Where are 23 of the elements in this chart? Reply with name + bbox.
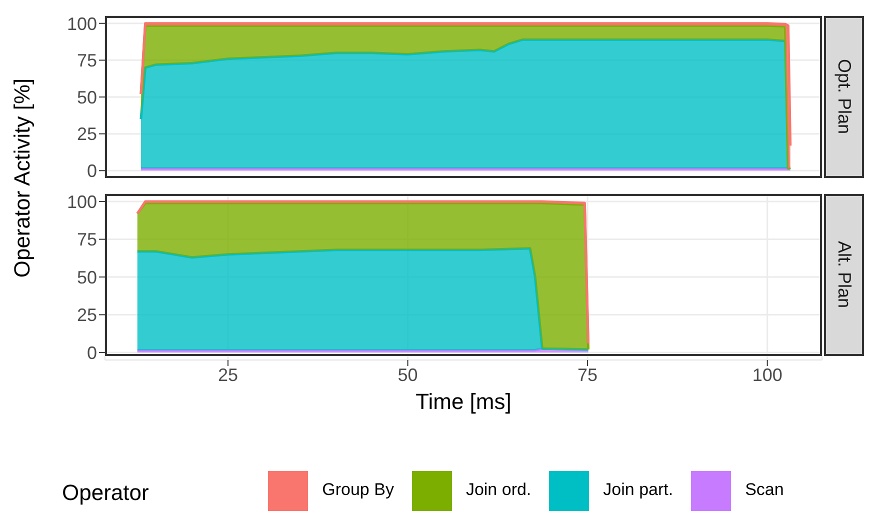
x-axis-title: Time [ms] xyxy=(414,389,512,415)
y-tick-label: 25 xyxy=(76,305,97,326)
legend-title: Operator xyxy=(62,479,149,507)
text: Alt. Plan xyxy=(834,241,854,309)
y-tick-label: 25 xyxy=(76,124,97,144)
y-tick-label: 50 xyxy=(76,267,97,288)
y-axis-title: Operator Activity [%] xyxy=(10,78,36,278)
x-tick-label: 100 xyxy=(752,364,782,385)
x-tick-label: 75 xyxy=(578,364,598,385)
y-tick-label: 0 xyxy=(86,161,97,182)
y-tick-label: 75 xyxy=(76,50,97,71)
y-tick-label: 50 xyxy=(76,87,97,108)
legend-label: Group By xyxy=(322,480,394,500)
y-tick-label: 100 xyxy=(66,14,97,34)
x-tick-label: 25 xyxy=(218,364,238,385)
legend-label: Scan xyxy=(745,480,784,500)
x-tick-label: 50 xyxy=(398,364,418,385)
y-tick-label: 100 xyxy=(66,192,97,212)
y-tick-label: 75 xyxy=(76,230,97,250)
legend-label: Join part. xyxy=(603,480,674,500)
y-tick-label: 0 xyxy=(86,342,97,363)
legend-label: Join ord. xyxy=(466,480,532,500)
text: Opt. Plan xyxy=(834,59,854,135)
